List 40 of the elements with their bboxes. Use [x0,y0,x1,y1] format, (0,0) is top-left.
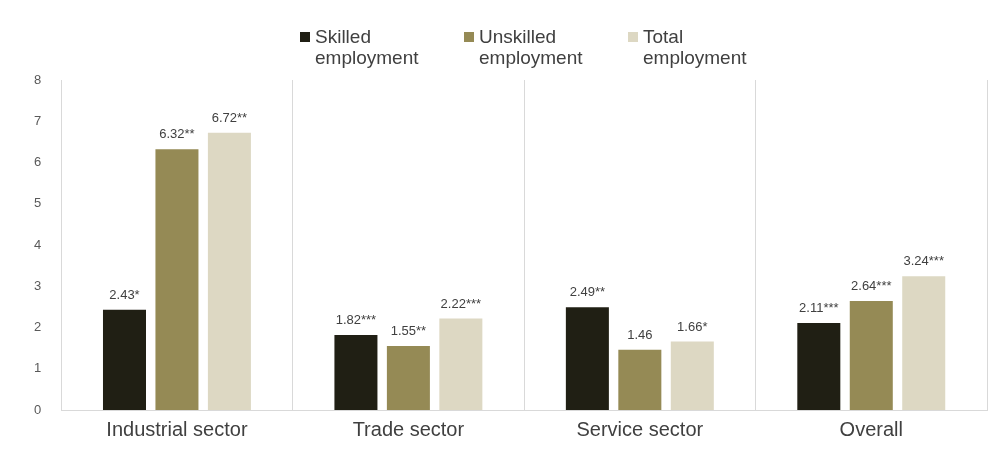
data-label: 1.66* [677,318,708,334]
data-label: 1.55** [390,323,427,339]
y-tick-label: 0 [34,401,42,417]
data-label: 6.72** [211,109,248,125]
data-label: 2.64*** [851,278,892,294]
legend-label: Unskilled employment [479,26,584,68]
bar [902,276,946,410]
bar [334,334,378,410]
data-label: 2.22*** [440,295,482,311]
x-tick-label: Overall [839,417,903,440]
bar [386,346,430,410]
data-label: 1.82*** [335,312,377,327]
y-tick-label: 6 [34,154,42,170]
y-tick-label: 7 [34,112,42,128]
data-label: 3.24*** [903,253,944,269]
y-tick-label: 1 [34,360,42,376]
bar [155,149,199,410]
bar [670,341,714,410]
x-tick-label: Industrial sector [106,417,248,440]
y-tick-label: 4 [34,236,42,252]
legend-label: Skilled employment [315,26,420,68]
legend-label: Total employment [643,26,748,68]
bar [565,307,609,410]
y-tick-label: 5 [34,195,42,211]
bar [439,318,483,410]
data-label: 2.49** [569,284,606,300]
data-label: 1.46 [627,326,653,342]
bar [207,132,251,410]
y-tick-label: 8 [34,71,42,87]
bar [618,349,662,410]
data-label: 2.43* [109,286,140,302]
x-tick-label: Service sector [576,417,704,440]
data-label: 6.32** [159,126,195,142]
bar [849,301,893,410]
x-tick-label: Trade sector [352,417,465,440]
y-tick-label: 3 [34,277,42,293]
bar [797,322,841,410]
bar [102,309,146,410]
y-tick-label: 2 [34,319,42,335]
data-label: 2.11*** [799,300,839,316]
